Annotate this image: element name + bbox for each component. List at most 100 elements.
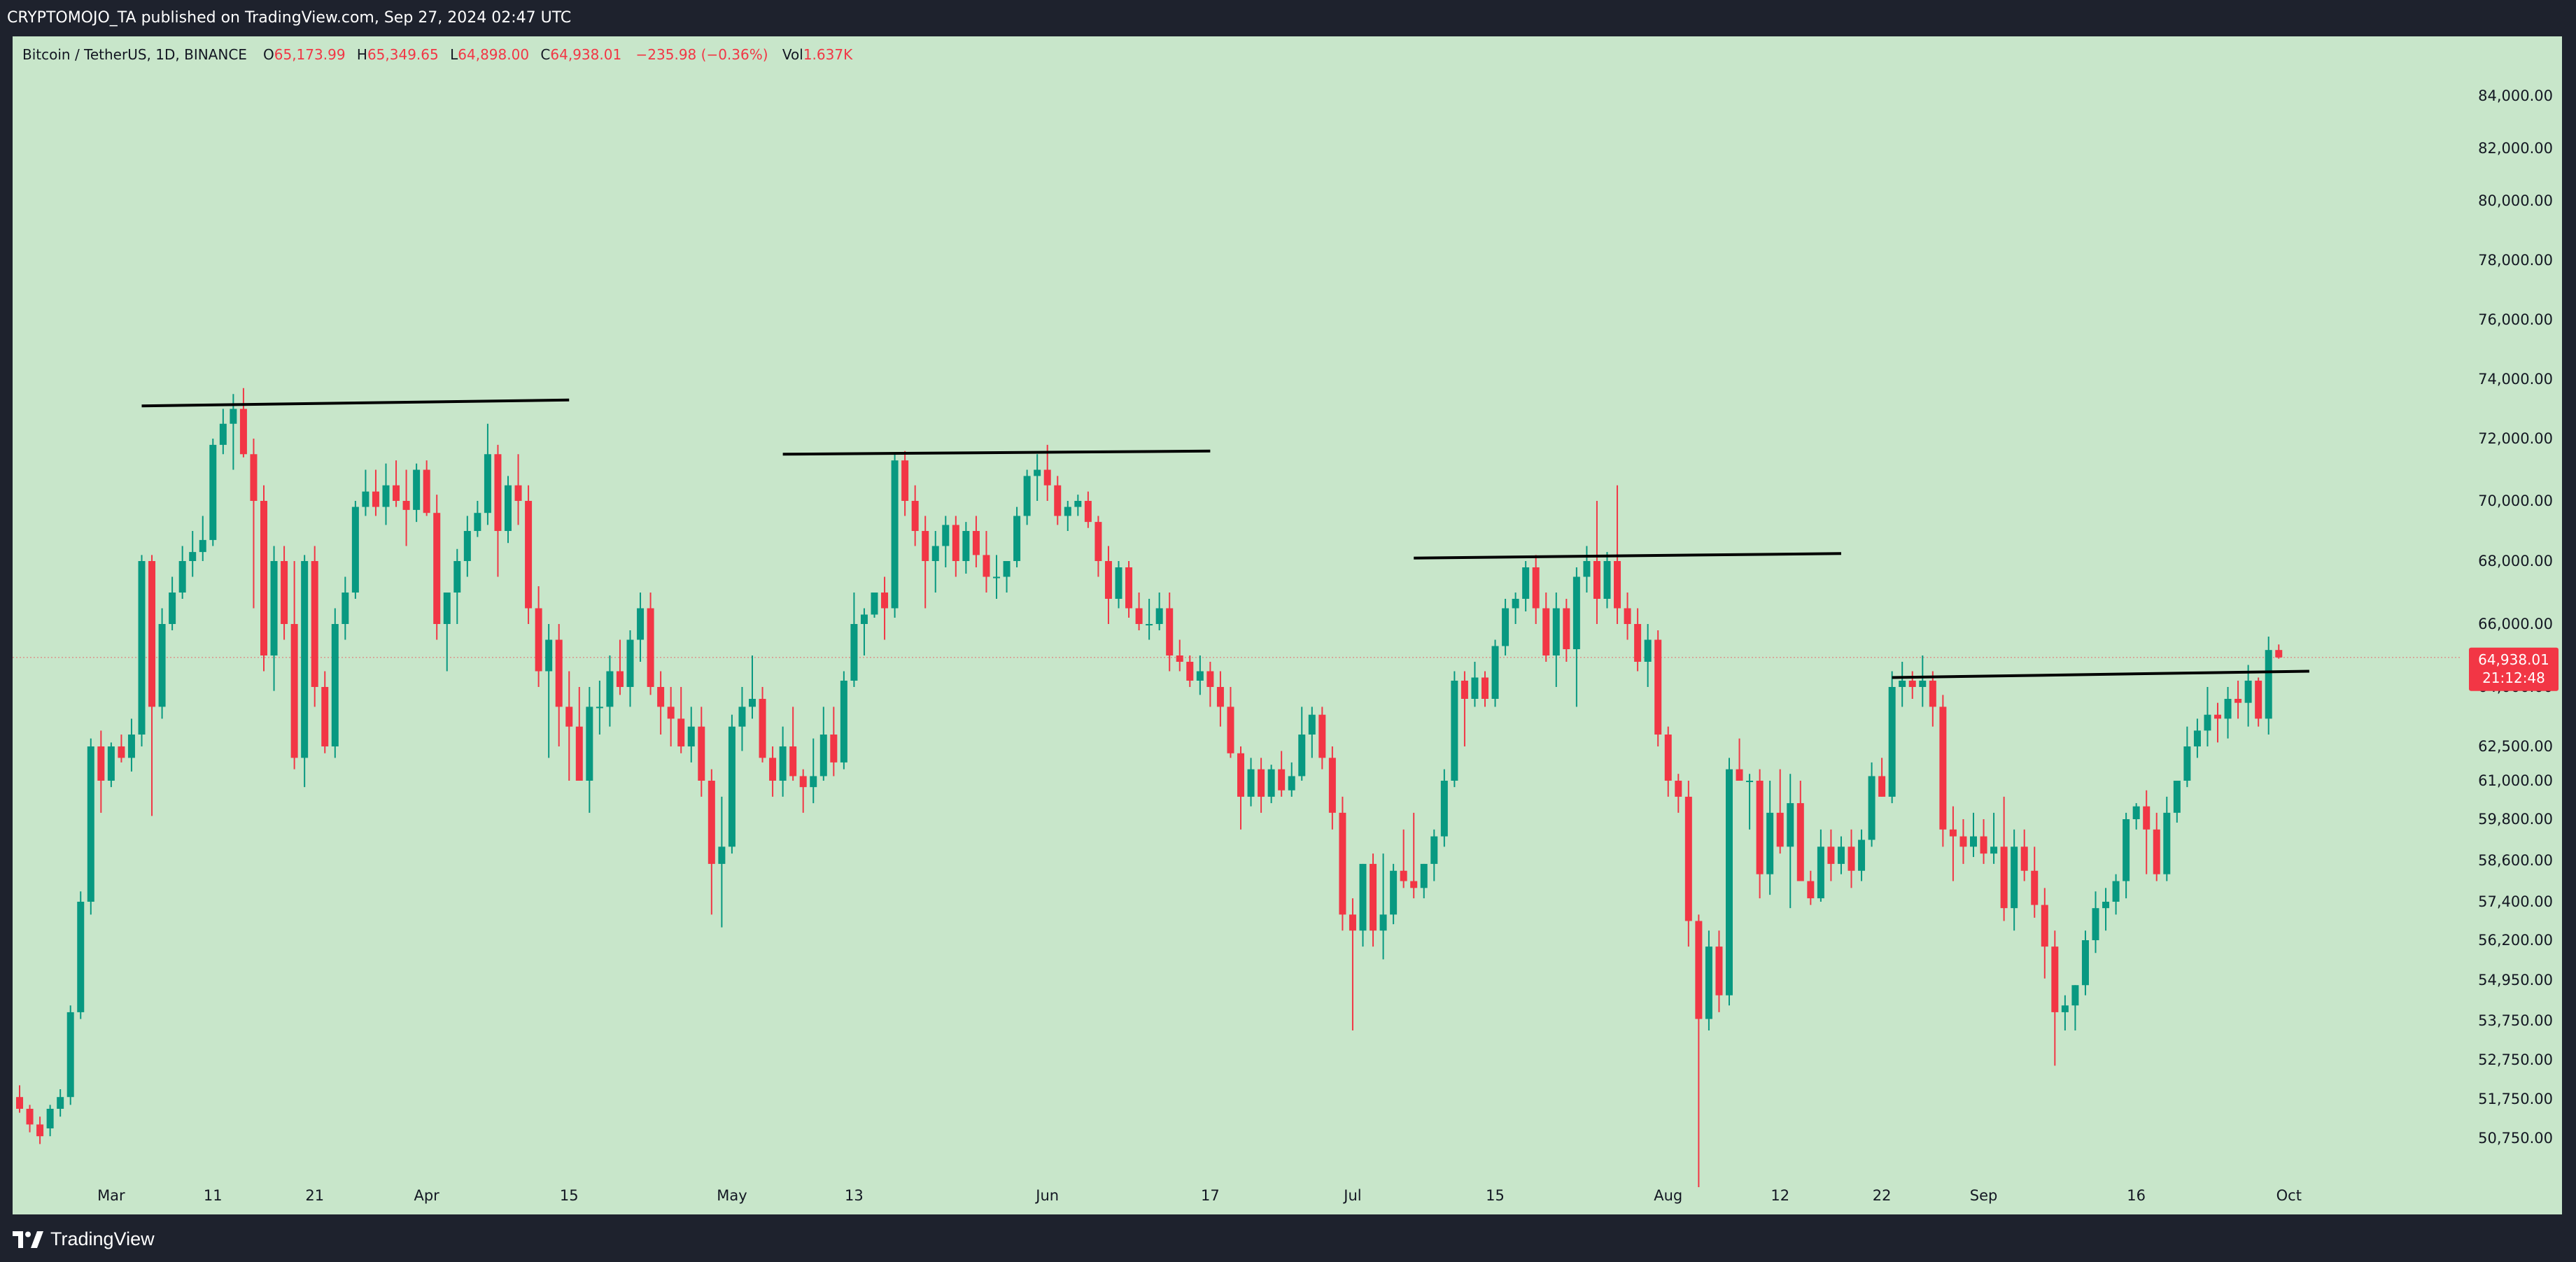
candle-body[interactable] [1349,914,1356,931]
candle-body[interactable] [1990,846,1998,854]
candle-body[interactable] [107,746,115,781]
candle-body[interactable] [1624,608,1631,625]
candle-body[interactable] [342,593,349,624]
candle-body[interactable] [2275,650,2283,658]
candle-body[interactable] [728,726,736,847]
candle-body[interactable] [718,846,726,864]
candle-body[interactable] [1176,655,1183,662]
candle-body[interactable] [1278,769,1286,790]
candle-body[interactable] [555,639,563,707]
candle-body[interactable] [2143,806,2151,830]
candle-body[interactable] [1034,469,1041,476]
candle-body[interactable] [687,726,695,746]
candlestick-chart[interactable]: 84,000.00 82,000.00 80,000.00 78,000.00 76,0… [13,36,2562,1214]
candle-body[interactable] [1817,846,1824,899]
candle-body[interactable] [738,707,746,727]
candle-body[interactable] [525,501,533,609]
candle-body[interactable] [769,758,777,781]
resistance-line[interactable] [1892,669,2309,679]
candle-body[interactable] [1115,567,1122,599]
candle-body[interactable] [1654,639,1662,735]
candle-body[interactable] [1980,836,1987,854]
candle-body[interactable] [901,460,909,501]
candle-body[interactable] [362,491,369,507]
candle-body[interactable] [657,687,665,707]
candle-body[interactable] [1949,829,1957,837]
candle-body[interactable] [2163,812,2171,874]
candle-body[interactable] [26,1109,34,1125]
candle-body[interactable] [1359,863,1367,931]
candle-body[interactable] [301,561,309,758]
candle-body[interactable] [830,735,838,763]
candle-body[interactable] [2071,985,2079,1006]
candle-body[interactable] [1502,608,1509,646]
candle-body[interactable] [484,454,491,513]
candle-body[interactable] [2112,881,2120,902]
candle-body[interactable] [667,707,675,719]
candle-body[interactable] [1746,781,1754,782]
candle-body[interactable] [606,671,614,707]
candle-body[interactable] [270,561,278,655]
candle-body[interactable] [1267,769,1275,797]
candle-body[interactable] [57,1097,64,1109]
candle-body[interactable] [138,561,146,735]
candle-body[interactable] [1155,608,1163,625]
candle-body[interactable] [1308,714,1316,735]
candle-body[interactable] [97,746,105,781]
candle-body[interactable] [2183,746,2191,781]
candle-body[interactable] [1532,567,1540,609]
candle-body[interactable] [565,707,573,727]
candle-body[interactable] [779,746,787,781]
candle-body[interactable] [2234,699,2242,703]
candle-body[interactable] [616,671,624,688]
candle-body[interactable] [2020,846,2028,871]
candle-body[interactable] [1328,758,1336,813]
candle-body[interactable] [1125,567,1133,609]
candle-body[interactable] [1726,769,1733,995]
candle-body[interactable] [1288,776,1295,790]
candle-body[interactable] [189,552,197,561]
candle-body[interactable] [891,460,899,609]
candle-body[interactable] [1837,846,1845,864]
candle-body[interactable] [1675,781,1682,797]
candle-body[interactable] [1684,796,1692,921]
time-axis[interactable]: Mar 11 21 Apr 15 May 13 Jun 17 Jul 15 Aug 12 22 Sep 16 O… [97,1187,2302,1204]
candle-body[interactable] [2153,829,2160,874]
candle-body[interactable] [382,485,390,507]
candle-body[interactable] [1644,639,1652,662]
candle-body[interactable] [799,776,807,788]
candle-body[interactable] [443,593,451,624]
candle-body[interactable] [321,687,329,746]
candle-body[interactable] [2000,846,2008,909]
candle-body[interactable] [16,1097,23,1109]
candle-body[interactable] [1959,836,1967,847]
candle-body[interactable] [1298,735,1306,777]
candle-body[interactable] [290,624,298,758]
candle-body[interactable] [535,608,542,672]
candle-body[interactable] [281,561,288,624]
candle-body[interactable] [2255,681,2262,719]
candle-body[interactable] [871,593,878,615]
candle-body[interactable] [1705,946,1712,1019]
tradingview-logo[interactable]: TradingView [13,1228,155,1250]
candle-body[interactable] [1858,839,1866,871]
candle-body[interactable] [2011,846,2018,909]
candle-body[interactable] [1064,506,1071,516]
candle-body[interactable] [698,726,705,781]
candle-body[interactable] [453,561,461,593]
candle-body[interactable] [1776,812,1784,847]
candle-body[interactable] [1695,921,1703,1019]
candle-body[interactable] [219,423,227,445]
candle-body[interactable] [494,454,502,531]
candle-body[interactable] [2092,908,2099,940]
candle-body[interactable] [1919,681,1927,687]
candle-body[interactable] [87,746,94,902]
candle-body[interactable] [77,902,85,1012]
candle-body[interactable] [1603,561,1611,599]
candle-body[interactable] [860,614,868,625]
resistance-line[interactable] [1414,552,1841,560]
candle-body[interactable] [351,506,359,593]
candle-body[interactable] [433,513,441,624]
candle-body[interactable] [962,531,970,561]
candle-body[interactable] [1216,687,1224,707]
